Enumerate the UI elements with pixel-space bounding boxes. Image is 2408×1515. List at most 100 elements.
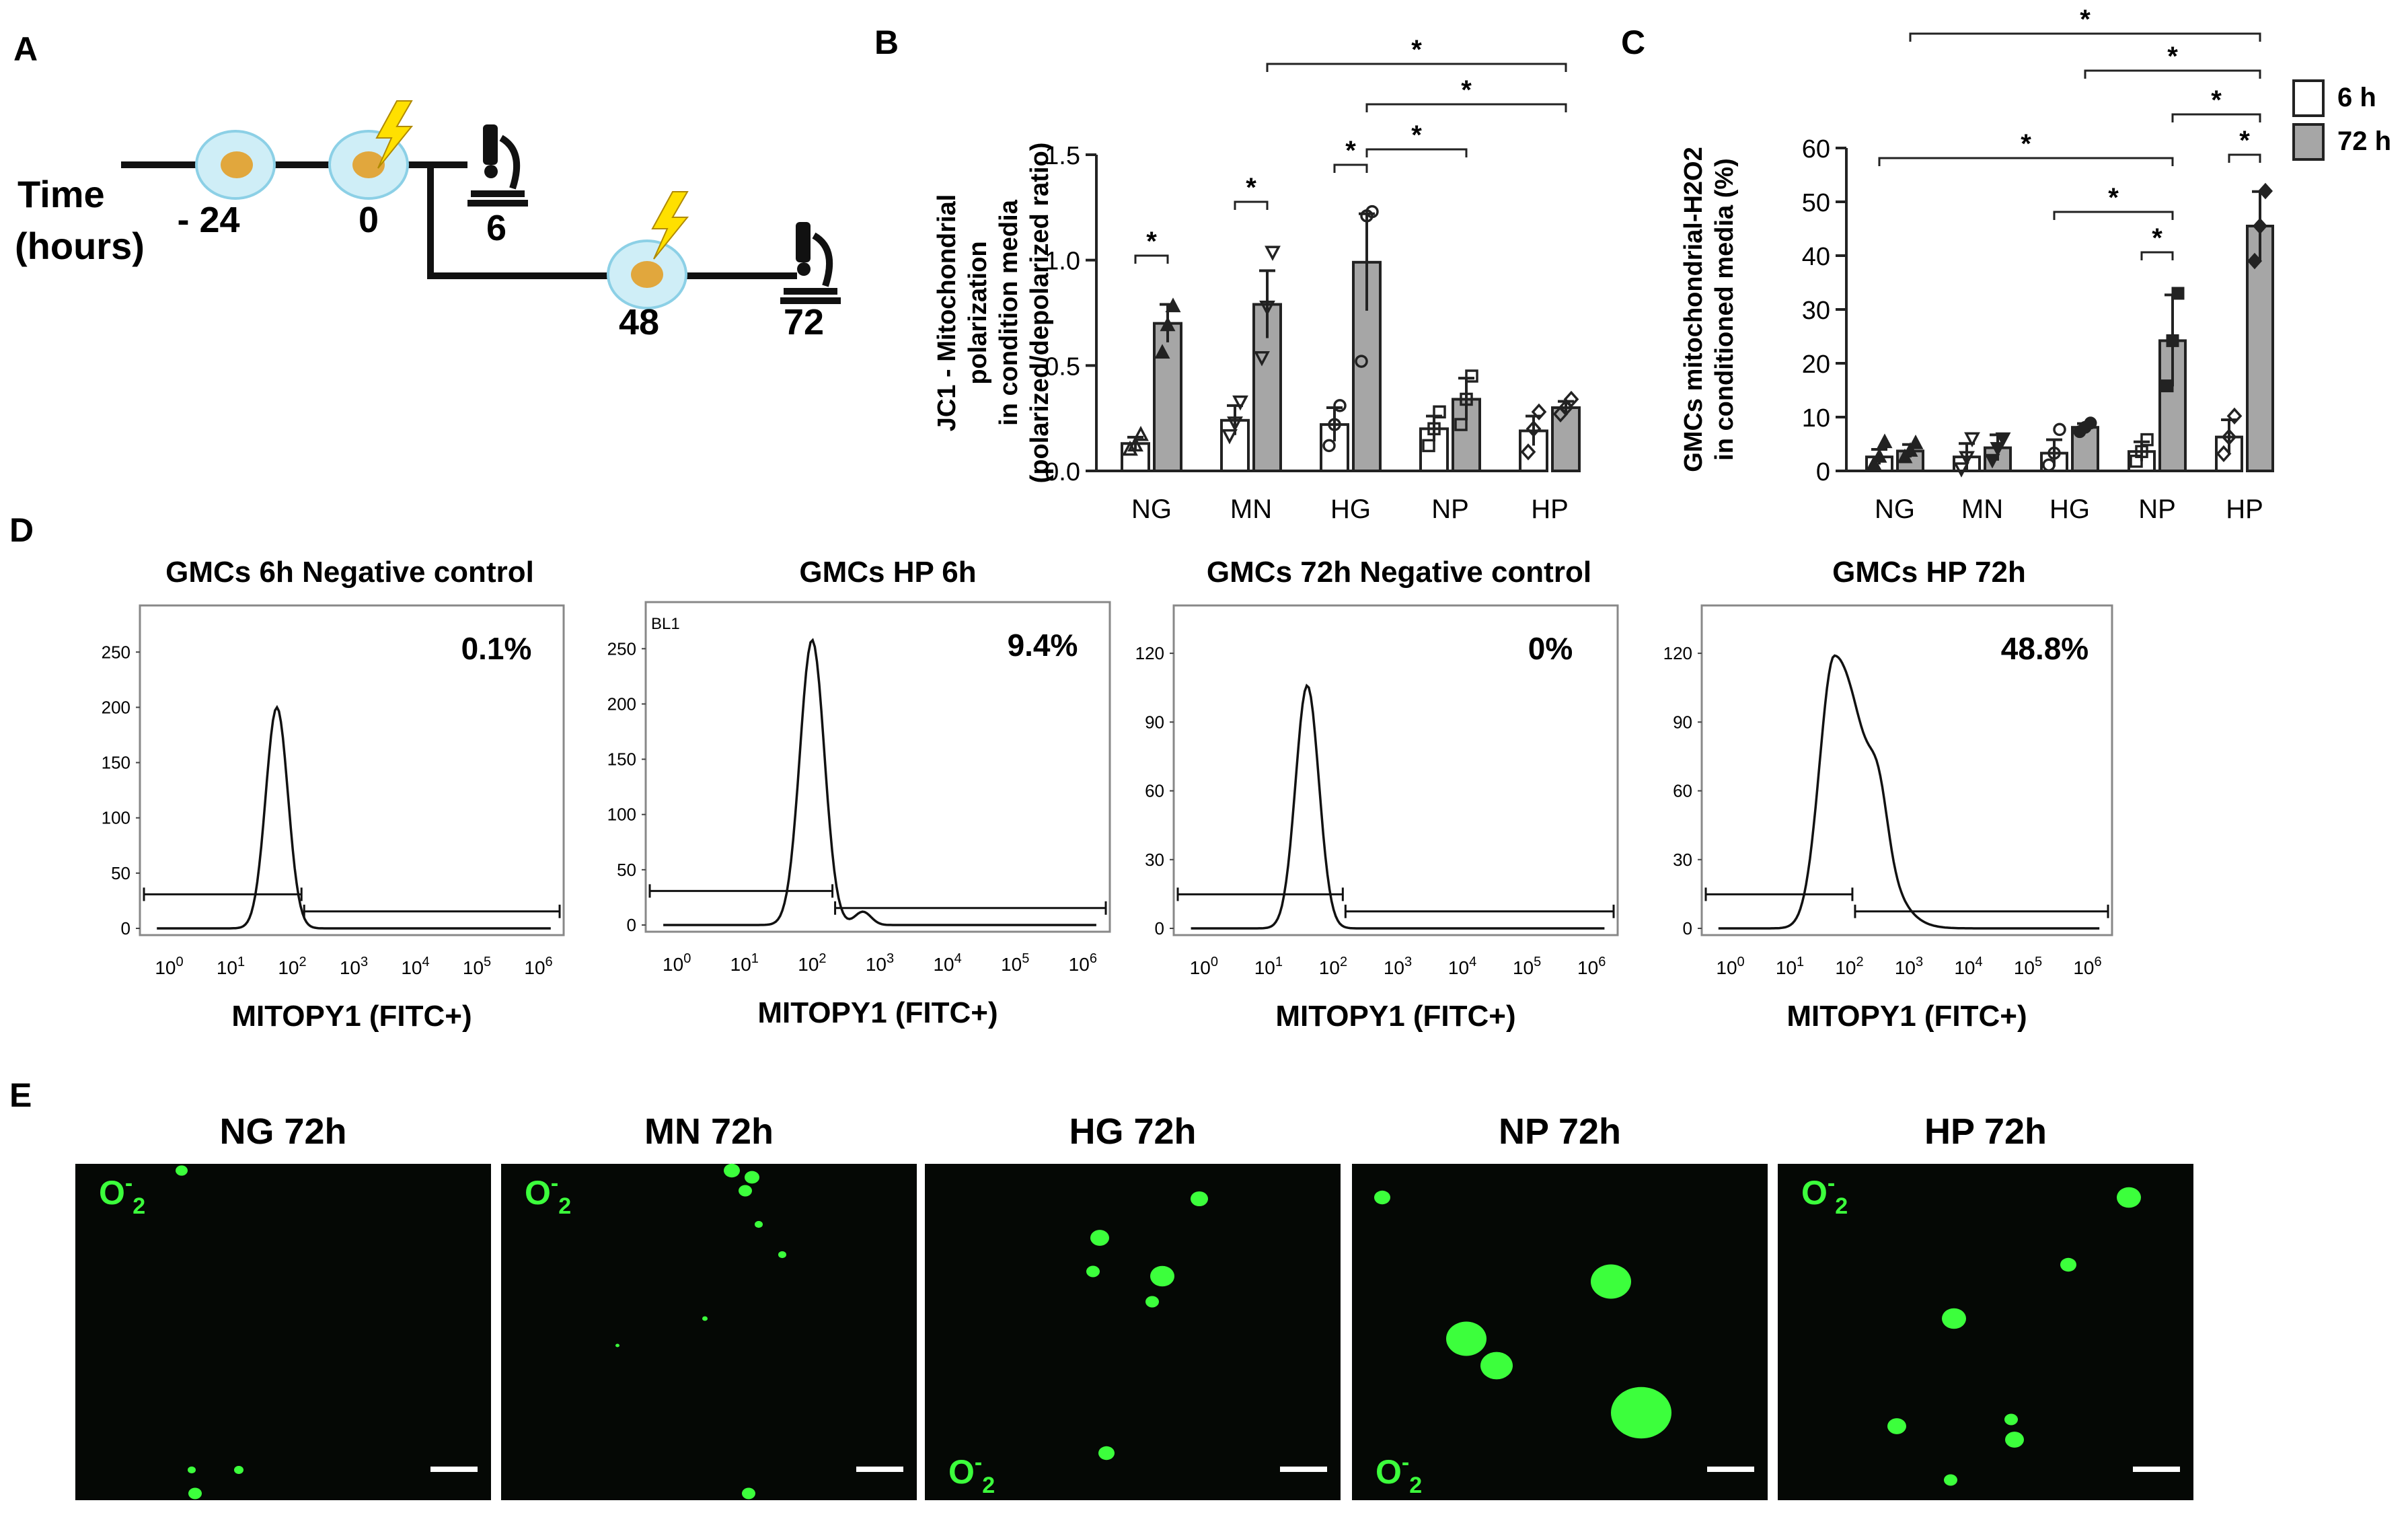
data-point — [1333, 399, 1347, 412]
x-tick-label: 105 — [1001, 951, 1029, 975]
y-axis-label-line: in conditioned media (%) — [1710, 158, 1739, 461]
y-axis-label-line: JC1 - Mitochondrial — [933, 194, 961, 432]
x-tick-base: 10 — [730, 954, 751, 975]
y-tick-label: 0 — [121, 918, 130, 938]
superoxide-label: O-2 — [525, 1171, 571, 1219]
fluorescent-cell — [745, 1171, 759, 1184]
data-point — [1133, 425, 1149, 441]
x-tick-exponent: 0 — [1737, 955, 1745, 969]
x-tick-base: 10 — [1716, 957, 1737, 978]
x-tick-exponent: 3 — [1916, 955, 1923, 969]
superoxide-label: O-2 — [1801, 1171, 1848, 1219]
x-tick-label: 102 — [798, 951, 826, 975]
lightning-icon — [651, 191, 689, 260]
data-point — [1122, 440, 1138, 456]
y-tick-label: 50 — [111, 863, 130, 883]
significance-bracket — [2053, 211, 2174, 220]
x-tick-exponent: 6 — [1090, 951, 1097, 966]
significance-bracket — [1365, 103, 1567, 112]
flow-plot-title: GMCs 6h Negative control — [165, 556, 534, 589]
y-axis-label-line: in condition media — [995, 199, 1023, 426]
significance-star: * — [1461, 75, 1472, 105]
x-tick-exponent: 2 — [1340, 955, 1347, 969]
y-tick-label: 90 — [1145, 712, 1164, 732]
y-axis-label: GMCs mitochondrial-H2O2 in conditioned me… — [1680, 147, 1739, 472]
scale-bar — [1280, 1467, 1327, 1472]
y-tick-label: 0 — [1683, 918, 1692, 938]
micrograph-frame — [1778, 1164, 2193, 1500]
fluorescent-cell — [1446, 1321, 1487, 1356]
category-label: NP — [1431, 494, 1469, 524]
significance-star: * — [1146, 227, 1157, 256]
x-tick-base: 10 — [2073, 957, 2094, 978]
flow-plot-title: GMCs HP 6h — [799, 556, 976, 589]
histogram-curve — [157, 704, 551, 930]
flow-plot-title: GMCs 72h Negative control — [1207, 556, 1591, 589]
superoxide-symbol: O — [525, 1174, 551, 1212]
positive-gate — [1344, 904, 1615, 918]
x-tick-base: 10 — [1835, 957, 1856, 978]
x-tick-exponent: 1 — [1797, 955, 1804, 969]
x-tick-exponent: 3 — [887, 951, 894, 966]
data-point — [1465, 369, 1478, 383]
time-point-label: - 24 — [177, 200, 239, 240]
x-tick-base: 10 — [933, 954, 954, 975]
x-tick-base: 10 — [1319, 957, 1340, 978]
fluorescent-cell — [702, 1316, 708, 1321]
x-tick-exponent: 3 — [361, 955, 368, 969]
chart-b: 0.0 0.5 1.0 1.5 NG MN HG NP HP JC1 - Mitochondria… — [933, 35, 1581, 524]
superoxide-label: O-2 — [948, 1450, 995, 1498]
micrograph-title: HG 72h — [1069, 1111, 1196, 1152]
gate-percent: 9.4% — [1008, 628, 1078, 663]
data-point — [1355, 355, 1368, 368]
flow-plot-title: GMCs HP 72h — [1832, 556, 2026, 589]
fluorescent-cell — [1887, 1418, 1906, 1434]
x-axis-label: MITOPY1 (FITC+) — [1786, 1000, 2027, 1033]
significance-bracket — [2171, 113, 2261, 122]
y-tick-label: 0 — [1816, 458, 1830, 486]
data-point — [2140, 433, 2154, 447]
data-point — [1877, 433, 1893, 449]
significance-bracket — [2140, 251, 2174, 260]
x-axis-label: MITOPY1 (FITC+) — [231, 1000, 472, 1033]
data-point — [1964, 432, 1980, 447]
fluorescent-cell — [1150, 1265, 1174, 1287]
category-label: HG — [2049, 494, 2090, 524]
fluorescent-cell — [1191, 1191, 1208, 1207]
data-point — [1995, 432, 2011, 447]
data-point — [2042, 458, 2056, 472]
time-point-label: 6 — [486, 208, 506, 248]
superoxide-charge: - — [975, 1450, 982, 1475]
x-tick-exponent: 2 — [1856, 955, 1864, 969]
gate-label: BL1 — [651, 615, 680, 633]
category-label: NP — [2138, 494, 2176, 524]
data-point — [1460, 392, 1473, 406]
significance-star: * — [2108, 183, 2119, 213]
fluorescent-cell — [778, 1251, 786, 1259]
scale-bar — [2133, 1467, 2180, 1472]
x-tick-exponent: 5 — [1022, 951, 1029, 966]
superoxide-charge: - — [1402, 1450, 1409, 1475]
data-point — [2053, 422, 2066, 437]
y-tick-label: 200 — [102, 697, 130, 717]
x-tick-label: 105 — [1513, 955, 1541, 978]
data-point — [2216, 445, 2232, 463]
x-tick-base: 10 — [798, 954, 819, 975]
micrograph-frame — [75, 1164, 491, 1500]
micrograph-title: NP 72h — [1499, 1111, 1621, 1152]
micrograph-frame — [501, 1164, 917, 1500]
panel-label-b: B — [874, 24, 899, 61]
x-tick-base: 10 — [1190, 957, 1211, 978]
microscope-icon — [780, 222, 841, 304]
x-tick-label: 100 — [1190, 955, 1218, 978]
histogram-curve — [663, 638, 1096, 926]
x-tick-exponent: 0 — [176, 955, 183, 969]
time-unit-label: (hours) — [15, 225, 145, 267]
time-point-label: 48 — [619, 302, 659, 342]
micrograph-frame — [1352, 1164, 1768, 1500]
x-tick-label: 101 — [217, 955, 245, 978]
data-point — [1227, 416, 1243, 432]
category-label: MN — [1961, 494, 2003, 524]
y-tick-label: 30 — [1802, 297, 1830, 325]
